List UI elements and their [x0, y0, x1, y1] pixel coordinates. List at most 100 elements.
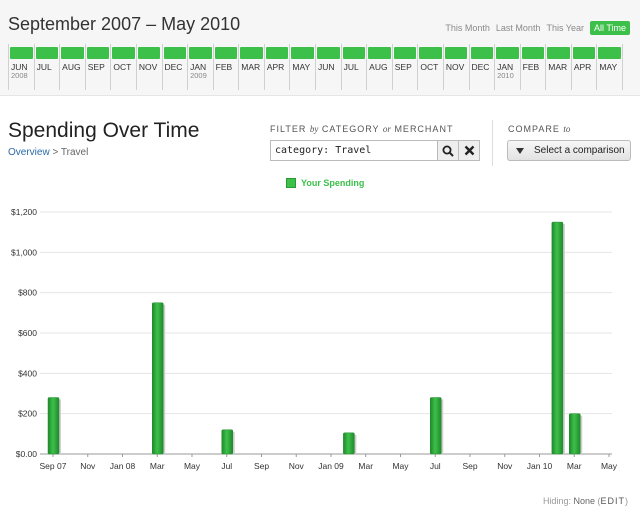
timeline-month[interactable]: JAN 2010 [494, 44, 520, 90]
timeline-month-label: OCT [113, 62, 131, 72]
timeline-month[interactable]: MAY [289, 44, 315, 90]
x-tick-label: Sep [254, 461, 269, 471]
timeline-month[interactable]: JUL [341, 44, 367, 90]
legend-swatch [286, 178, 296, 188]
timeline-slider[interactable]: JUN 2008 JUL AUG SEP OCT NOV DEC JAN 2009 FEB MAR AP… [8, 44, 622, 92]
timeline-month-bar [215, 47, 238, 59]
timeline-month-label: DEC [472, 62, 490, 72]
hiding-status: Hiding: None (EDIT) [543, 496, 628, 506]
timeline-month[interactable]: DEC [469, 44, 495, 90]
spending-bar [152, 303, 163, 454]
timeline-month-label: AUG [62, 62, 80, 72]
y-tick-label: $0.00 [16, 449, 38, 459]
range-this-year-link[interactable]: This Year [546, 23, 584, 33]
date-range-title: September 2007 – May 2010 [8, 14, 240, 35]
x-tick-label: Nov [289, 461, 305, 471]
x-tick-label: Nov [80, 461, 96, 471]
timeline-month[interactable]: JUL [34, 44, 60, 90]
timeline-month[interactable]: JAN 2009 [187, 44, 213, 90]
timeline-month[interactable]: SEP [85, 44, 111, 90]
timeline-month-bar [471, 47, 494, 59]
close-icon [464, 145, 475, 156]
spending-bar [343, 433, 354, 454]
timeline-month[interactable]: OCT [110, 44, 136, 90]
spending-bar [222, 430, 233, 454]
timeline-month-label: JUL [344, 62, 359, 72]
search-icon [442, 145, 454, 157]
timeline-month-bar [138, 47, 161, 59]
x-tick-label: Mar [150, 461, 165, 471]
legend-label: Your Spending [301, 178, 364, 188]
timeline-month[interactable]: FEB [213, 44, 239, 90]
x-tick-label: Jul [430, 461, 441, 471]
y-tick-label: $1,000 [11, 247, 37, 257]
timeline-month-bar [419, 47, 442, 59]
timeline-month-bar [343, 47, 366, 59]
timeline-month-label: NOV [446, 62, 464, 72]
timeline-month-label: OCT [420, 62, 438, 72]
timeline-month-bar [189, 47, 212, 59]
timeline-month-label: APR [267, 62, 284, 72]
range-this-month-link[interactable]: This Month [445, 23, 490, 33]
clear-filter-button[interactable] [458, 141, 479, 160]
timeline-month[interactable]: JUN 2008 [8, 44, 34, 90]
timeline-month-label: FEB [216, 62, 233, 72]
x-tick-label: Jan 08 [110, 461, 136, 471]
timeline-month-bar [445, 47, 468, 59]
timeline-month[interactable]: AUG [59, 44, 85, 90]
timeline-month[interactable]: APR [571, 44, 597, 90]
timeline-month[interactable]: JUN [315, 44, 341, 90]
timeline-month[interactable]: APR [264, 44, 290, 90]
compare-label-text: COMPARE [508, 124, 560, 134]
timeline-month-bar [598, 47, 621, 59]
search-button[interactable] [437, 141, 458, 160]
y-tick-label: $800 [18, 288, 37, 298]
x-tick-label: Mar [567, 461, 582, 471]
timeline-month[interactable]: SEP [392, 44, 418, 90]
timeline-month-bar [61, 47, 84, 59]
timeline-month-label: JUN [318, 62, 335, 72]
timeline-month-label: SEP [395, 62, 412, 72]
filter-label-merchant: MERCHANT [394, 124, 453, 134]
timeline-month-bar [547, 47, 570, 59]
timeline-month[interactable]: MAR [238, 44, 264, 90]
timeline-month-label: DEC [165, 62, 183, 72]
filter-input[interactable] [271, 141, 437, 160]
filter-box [270, 140, 480, 161]
breadcrumb-current: Travel [61, 147, 88, 158]
spending-bar [569, 414, 580, 454]
hiding-value: None [573, 496, 595, 506]
timeline-month-label: MAR [241, 62, 260, 72]
timeline-month[interactable]: NOV [136, 44, 162, 90]
header-divider [492, 120, 493, 166]
x-tick-label: Sep 07 [40, 461, 67, 471]
timeline-month-bar [291, 47, 314, 59]
edit-hidden-link[interactable]: EDIT [600, 496, 625, 506]
spending-bar [430, 398, 441, 454]
range-last-month-link[interactable]: Last Month [496, 23, 541, 33]
caret-down-icon [516, 148, 524, 154]
page-title: Spending Over Time [8, 119, 199, 143]
range-all-time-link[interactable]: All Time [590, 21, 630, 35]
timeline-month-bar [394, 47, 417, 59]
timeline-month[interactable]: OCT [417, 44, 443, 90]
filter-label-by: by [310, 124, 319, 134]
timeline-month[interactable]: MAR [545, 44, 571, 90]
timeline-year-label: 2010 [497, 71, 514, 80]
timeline-month[interactable]: FEB [520, 44, 546, 90]
timeline-month-bar [317, 47, 340, 59]
timeline-month[interactable]: DEC [162, 44, 188, 90]
timeline-year-label: 2008 [11, 71, 28, 80]
timeline-month-bar [266, 47, 289, 59]
timeline-month[interactable]: NOV [443, 44, 469, 90]
x-tick-label: Jul [221, 461, 232, 471]
x-tick-label: May [392, 461, 409, 471]
timeline-month-label: NOV [139, 62, 157, 72]
timeline-month[interactable]: AUG [366, 44, 392, 90]
breadcrumb-overview-link[interactable]: Overview [8, 147, 50, 158]
compare-dropdown[interactable]: Select a comparison [507, 140, 631, 161]
breadcrumb-separator: > [52, 147, 58, 158]
timeline-month-label: MAY [292, 62, 310, 72]
timeline-month[interactable]: MAY [596, 44, 622, 90]
timeline-month-label: APR [574, 62, 591, 72]
